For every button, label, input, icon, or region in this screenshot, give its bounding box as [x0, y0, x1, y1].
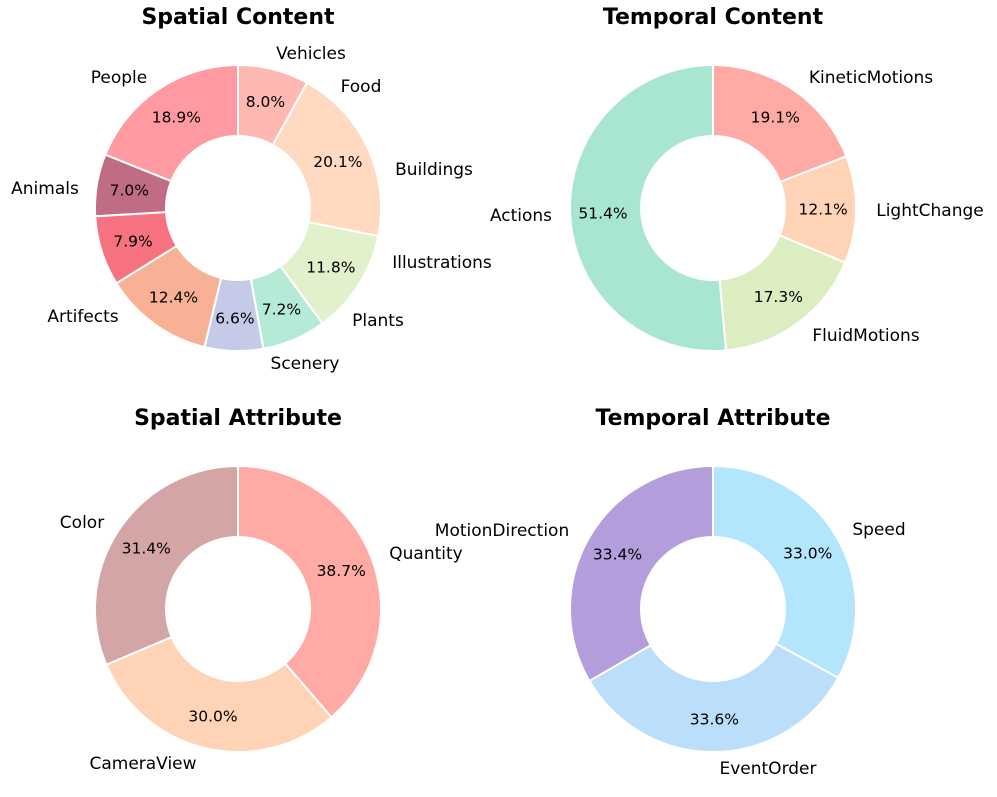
slice-category-label: Color — [60, 513, 104, 533]
slice-percent-label: 12.1% — [798, 201, 847, 219]
slice-percent-label: 7.9% — [113, 233, 152, 251]
slice-percent-label: 6.6% — [215, 310, 254, 328]
slice-percent-label: 7.0% — [110, 182, 149, 200]
slice-category-label: People — [91, 68, 147, 88]
chart-title: Temporal Attribute — [596, 406, 831, 431]
slice-percent-label: 7.2% — [262, 301, 301, 319]
slice-percent-label: 38.7% — [317, 562, 366, 580]
donut-slice-quantity — [237, 464, 382, 719]
slice-percent-label: 11.8% — [306, 259, 355, 277]
chart-title: Spatial Attribute — [134, 406, 342, 431]
donut-slice-motiondirection — [569, 464, 714, 683]
slice-category-label: Quantity — [389, 544, 462, 564]
slice-category-label: Speed — [852, 520, 905, 540]
donut-slice-eventorder — [588, 642, 840, 753]
slice-percent-label: 31.4% — [122, 540, 171, 558]
donut-slice-actions — [569, 63, 728, 352]
slice-percent-label: 17.3% — [754, 288, 803, 306]
slice-category-label: Illustrations — [392, 253, 492, 273]
slice-category-label: Food — [341, 77, 382, 97]
slice-category-label: Scenery — [271, 354, 340, 374]
slice-category-label: MotionDirection — [435, 521, 569, 541]
slice-percent-label: 18.9% — [152, 108, 201, 126]
slice-percent-label: 8.0% — [246, 93, 285, 111]
slice-category-label: LightChange — [876, 201, 984, 221]
slice-category-label: Plants — [352, 311, 404, 331]
slice-percent-label: 33.4% — [593, 546, 642, 564]
slice-percent-label: 51.4% — [578, 205, 627, 223]
slice-category-label: Vehicles — [276, 44, 346, 64]
donut-slice-color — [94, 464, 239, 667]
slice-percent-label: 19.1% — [751, 109, 800, 127]
slice-category-label: Actions — [490, 206, 552, 226]
slice-category-label: KineticMotions — [809, 68, 933, 88]
slice-category-label: Buildings — [395, 160, 473, 180]
donut-slice-cameraview — [104, 635, 333, 753]
slice-percent-label: 33.0% — [783, 544, 832, 562]
slice-percent-label: 12.4% — [149, 289, 198, 307]
donut-slice-artifects — [271, 81, 382, 238]
slice-category-label: FluidMotions — [812, 326, 919, 346]
slice-category-label: EventOrder — [719, 759, 816, 779]
slice-percent-label: 33.6% — [690, 711, 739, 729]
slice-percent-label: 20.1% — [313, 153, 362, 171]
slice-category-label: CameraView — [89, 754, 196, 774]
chart-title: Spatial Content — [141, 5, 335, 30]
donut-slice-animals — [237, 63, 309, 147]
donut-slice-kineticmotions — [712, 63, 848, 184]
slice-category-label: Animals — [11, 179, 79, 199]
slice-percent-label: 30.0% — [188, 708, 237, 726]
donut-slice-people — [104, 63, 239, 183]
slice-category-label: Artifects — [47, 307, 118, 327]
donut-slice-speed — [712, 464, 857, 680]
chart-title: Temporal Content — [603, 5, 824, 30]
